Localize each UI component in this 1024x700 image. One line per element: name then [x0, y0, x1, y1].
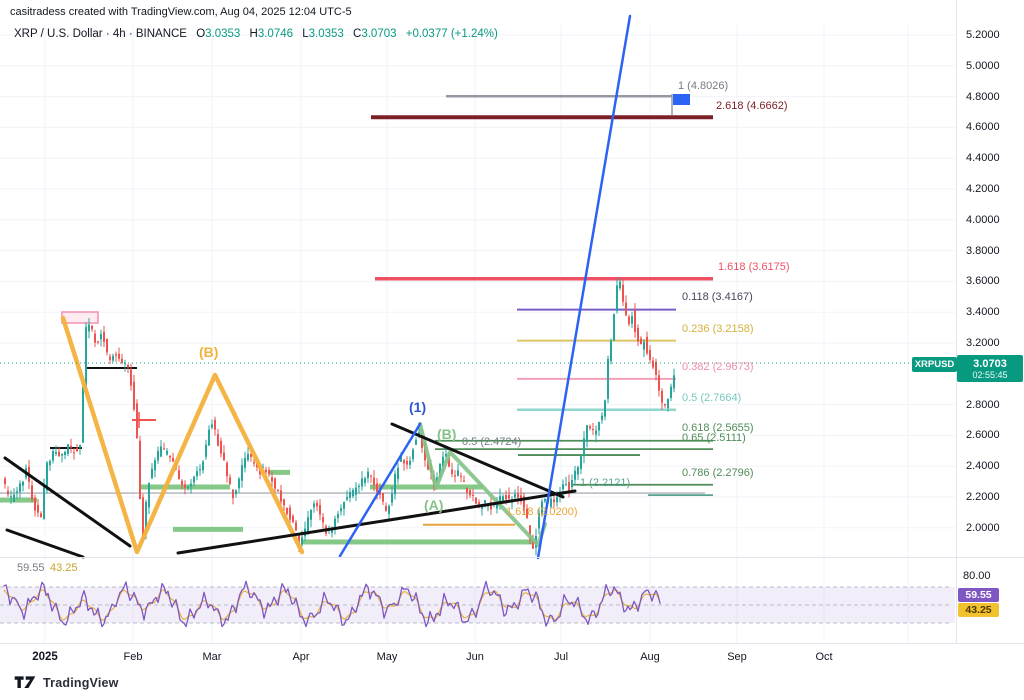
fib-level-label: 2.618 (4.6662)	[716, 100, 788, 112]
price-axis-tick: 2.8000	[966, 398, 1000, 411]
fib-level-label: 1.618 (2.0200)	[506, 506, 578, 518]
tradingview-attribution[interactable]: TradingView	[14, 675, 119, 690]
open-label: O	[196, 28, 206, 40]
current-price-value: 3.0703	[973, 357, 1007, 370]
time-axis-label[interactable]: Feb	[123, 651, 143, 663]
price-axis-tick: 3.8000	[966, 244, 1000, 257]
fib-level-label: 1 (2.2121)	[580, 477, 631, 489]
wave-label: (B)	[199, 344, 219, 360]
fib-level-label: 0.236 (3.2158)	[682, 323, 754, 335]
symbol-title: XRP / U.S. Dollar · 4h · BINANCE	[14, 28, 187, 40]
price-axis-tick: 3.4000	[966, 306, 1000, 319]
attribution-text: casitradess created with TradingView.com…	[10, 6, 352, 18]
time-axis-label[interactable]: Mar	[202, 651, 222, 663]
high-value: 3.0746	[257, 28, 294, 40]
low-label: L	[302, 28, 309, 40]
rsi-scale-label: 80.00	[963, 570, 991, 582]
time-axis-label[interactable]: Sep	[727, 651, 747, 663]
price-axis-tick: 2.0000	[966, 521, 1000, 534]
price-axis-tick: 5.0000	[966, 59, 1000, 72]
price-axis-tick: 2.2000	[966, 491, 1000, 503]
price-axis-tick: 3.2000	[966, 337, 1000, 349]
rsi-inpane-ma-value: 43.25	[50, 562, 78, 574]
fib-level-label: 0.382 (2.9673)	[682, 361, 754, 373]
time-axis-label[interactable]: 2025	[32, 651, 58, 663]
fib-level-label: 0.65 (2.5111)	[682, 432, 746, 444]
fib-level-label: 0.618 (2.5655)	[682, 422, 754, 434]
price-axis-tick: 3.6000	[966, 275, 1000, 288]
change-value: +0.0377 (+1.24%)	[405, 28, 498, 40]
wave-label: (A)	[424, 497, 444, 513]
rsi-ma-badge: 43.25	[958, 603, 999, 617]
fib-level-label: 0.5 (2.7664)	[682, 392, 742, 404]
wave-label: (B)	[437, 426, 457, 442]
price-axis-tick: 4.2000	[966, 183, 1000, 195]
high-label: H	[249, 28, 258, 40]
wave-label: (1)	[409, 399, 427, 415]
price-axis-tick: 4.0000	[966, 213, 1000, 226]
price-axis-tick: 2.6000	[966, 429, 1000, 442]
price-axis-tick: 4.6000	[966, 121, 1000, 134]
tradingview-brand-text: TradingView	[43, 675, 119, 690]
fib-level-label: 0.786 (2.2796)	[682, 467, 754, 479]
fib-level-label: 0.5 (2.4724)	[462, 436, 522, 448]
time-axis-label[interactable]: Jun	[466, 651, 484, 663]
price-axis-tick: 4.4000	[966, 152, 1000, 165]
low-value: 3.0353	[308, 28, 344, 40]
current-price-badge: 3.0703 02:55:45	[957, 355, 1023, 382]
fib-level-label: 0.118 (3.4167)	[682, 291, 753, 303]
time-axis-label[interactable]: Jul	[553, 651, 569, 663]
tradingview-logo-icon	[14, 676, 36, 688]
fib-level-label: 1.618 (3.6175)	[718, 261, 790, 273]
time-axis-label[interactable]: Apr	[292, 651, 310, 663]
price-axis-tick: 5.2000	[966, 29, 1000, 41]
bar-countdown: 02:55:45	[972, 369, 1008, 380]
symbol-header[interactable]: XRP / U.S. Dollar · 4h · BINANCE O3.0353…	[14, 28, 498, 41]
fib-level-label: 1 (4.8026)	[678, 80, 729, 92]
open-value: 3.0353	[205, 28, 241, 40]
time-axis-label[interactable]: Aug	[640, 651, 660, 663]
close-value: 3.0703	[361, 28, 397, 40]
price-axis-tick: 4.8000	[966, 90, 1000, 103]
time-axis-label[interactable]: Oct	[815, 651, 833, 663]
rsi-inpane-value: 59.55	[17, 562, 45, 574]
price-axis-tick: 2.4000	[966, 460, 1000, 473]
time-axis-label[interactable]: May	[376, 651, 398, 663]
rsi-value-badge: 59.55	[958, 588, 999, 602]
symbol-price-tag: XRPUSD	[912, 357, 957, 372]
close-label: C	[353, 28, 362, 40]
